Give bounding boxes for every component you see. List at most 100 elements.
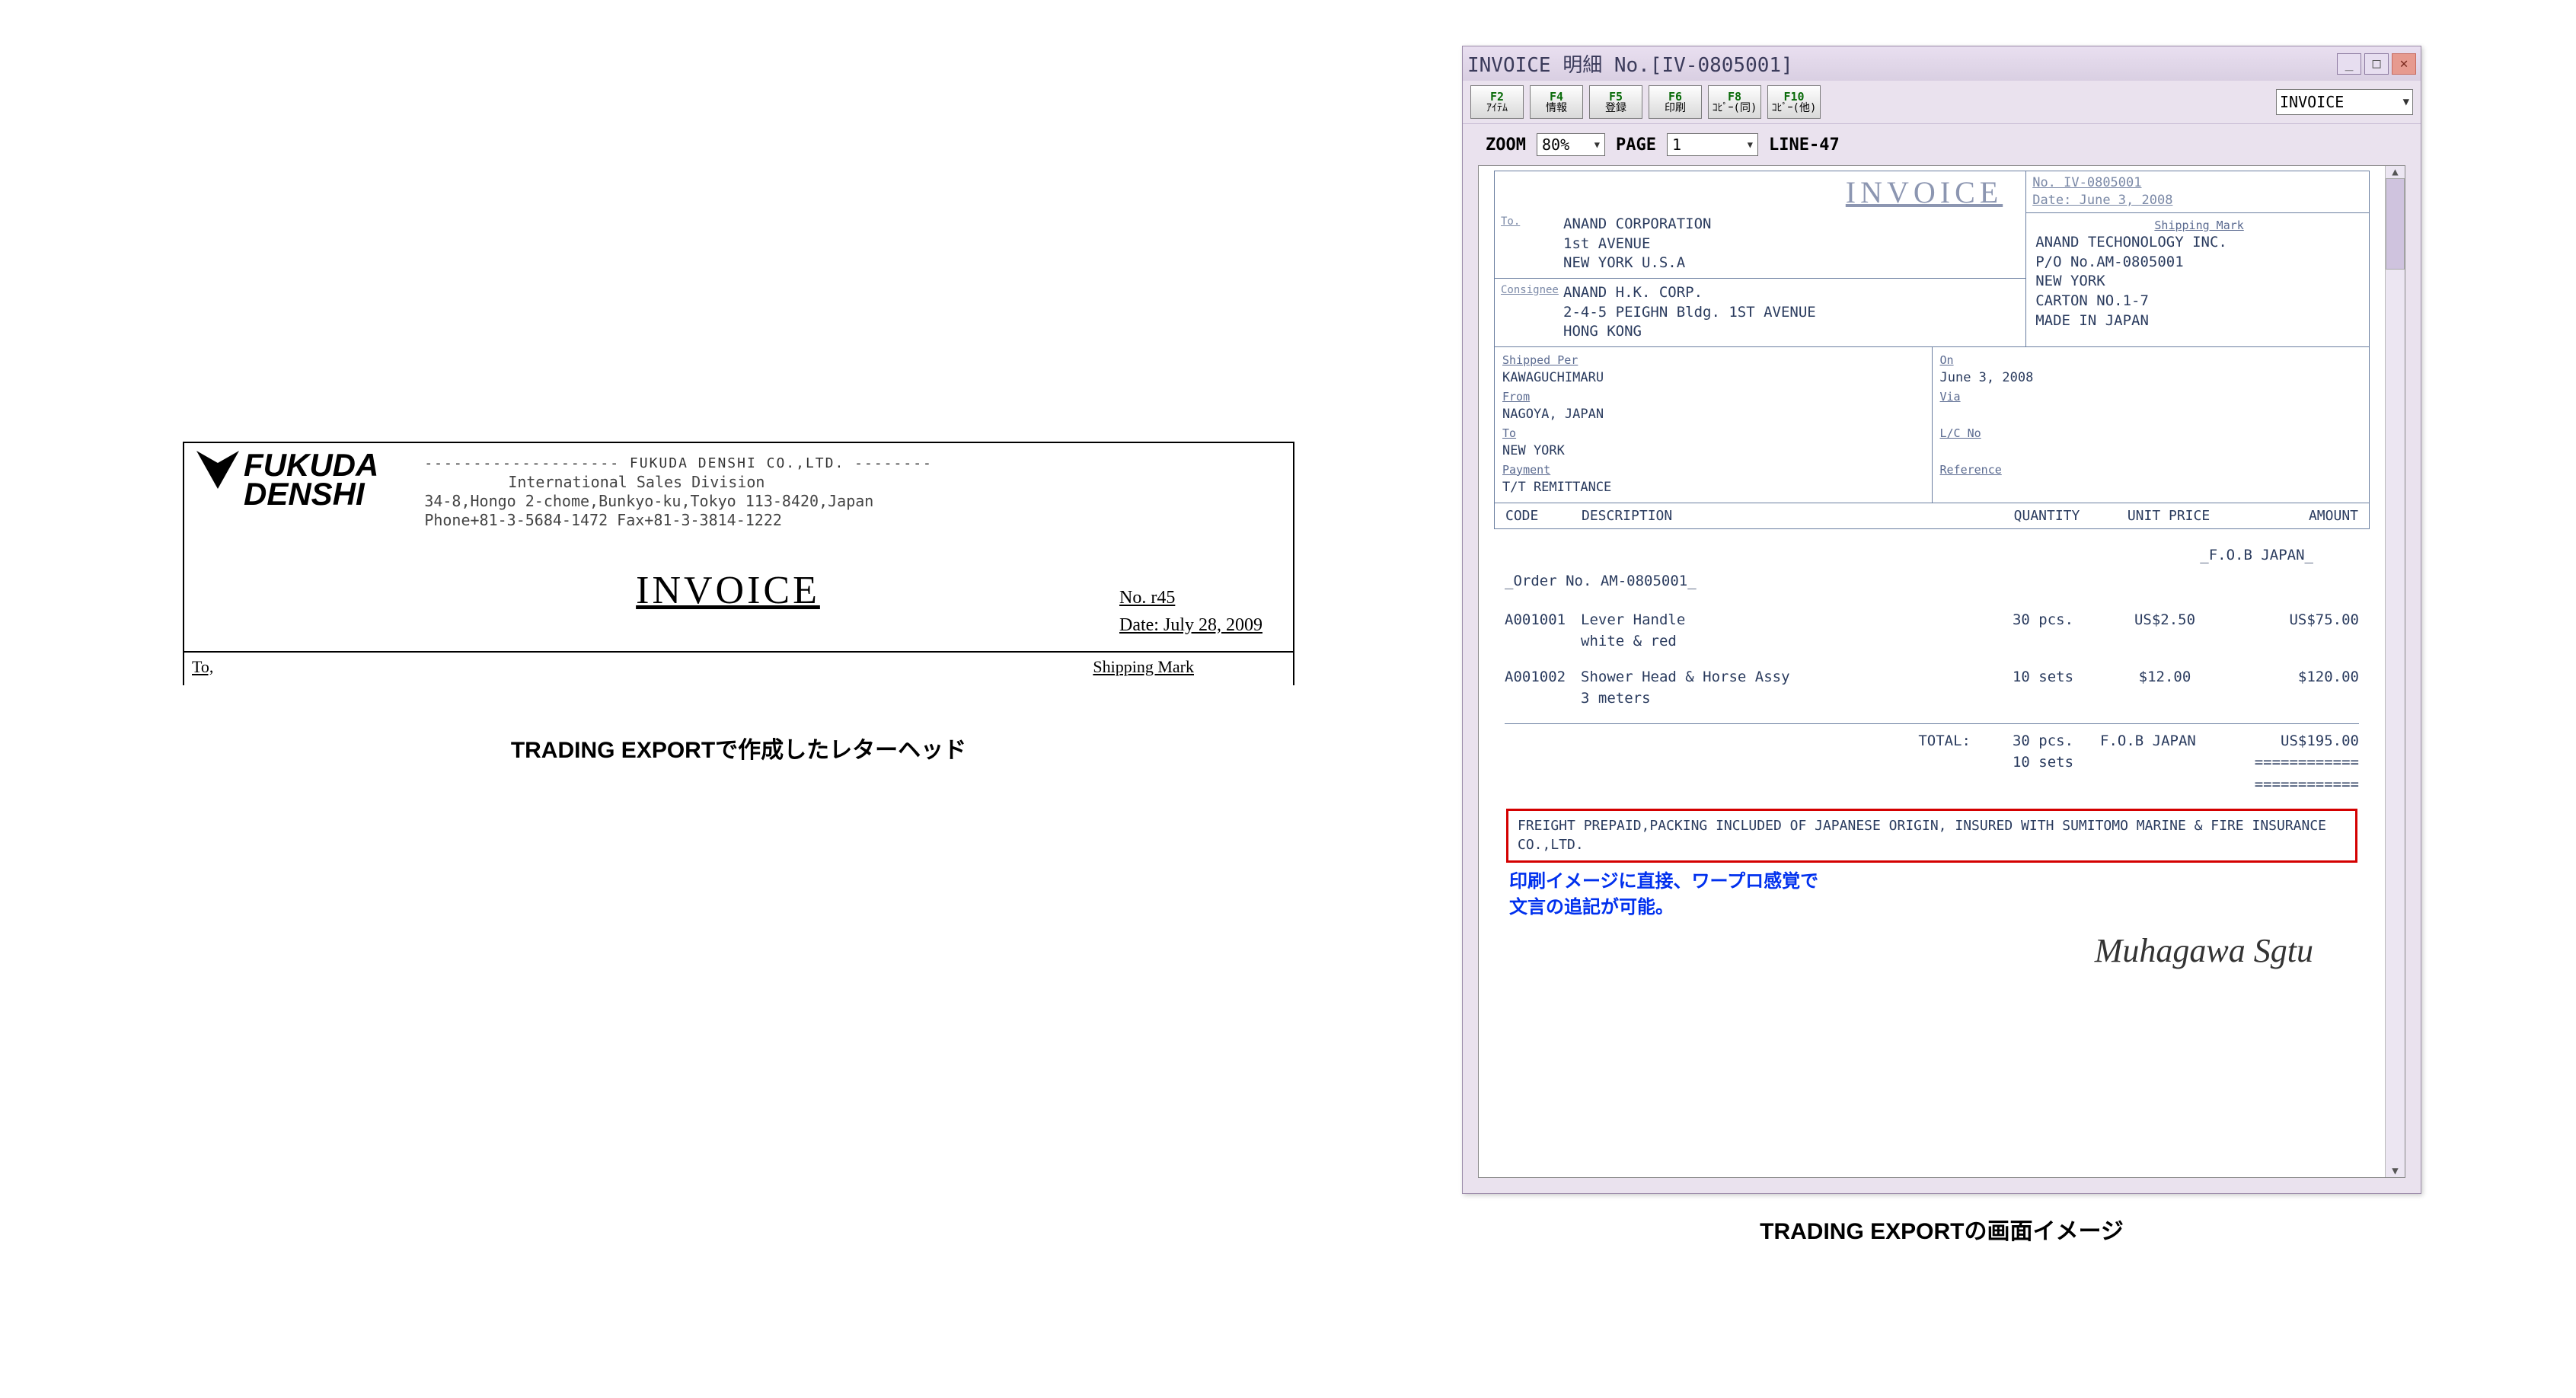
inv-cons-3: HONG KONG <box>1563 322 2019 342</box>
r1-code: A001002 <box>1505 666 1581 710</box>
page-value: 1 <box>1672 136 1681 154</box>
to2-value: NEW YORK <box>1502 442 1924 461</box>
lc-label: L/C No <box>1940 425 2362 442</box>
inv-sm-2: P/O No.AM-0805001 <box>2035 253 2363 273</box>
company-info: -------------------- FUKUDA DENSHI CO.,L… <box>424 451 1281 530</box>
logo-triangle-icon <box>196 451 239 489</box>
window-titlebar[interactable]: INVOICE 明細 No.[IV-0805001] _ □ ✕ <box>1463 46 2421 81</box>
letterhead-panel: FUKUDA DENSHI -------------------- FUKUD… <box>183 442 1294 764</box>
r1-amt: $120.00 <box>2230 666 2359 710</box>
address: 34-8,Hongo 2-chome,Bunkyo-ku,Tokyo 113-8… <box>424 492 1281 511</box>
from-value: NAGOYA, JAPAN <box>1502 405 1924 425</box>
total-term: F.O.B JAPAN <box>2100 730 2230 796</box>
eq1: ============ <box>2230 752 2359 774</box>
inv-cons-label: Consignee <box>1501 283 1559 298</box>
toolbar: F2ｱｲﾃﾑ F4情報 F5登録 F6印刷 F8ｺﾋﾟｰ(同) F10ｺﾋﾟｰ(… <box>1463 81 2421 124</box>
total-row: TOTAL: 30 pcs.10 sets F.O.B JAPAN US$195… <box>1505 723 2359 796</box>
app-window: INVOICE 明細 No.[IV-0805001] _ □ ✕ F2ｱｲﾃﾑ … <box>1462 46 2421 1194</box>
fob-term: _F.O.B JAPAN_ <box>1505 544 2359 567</box>
scroll-thumb[interactable] <box>2386 178 2405 270</box>
inv-shipmark-label: Shipping Mark <box>2035 218 2363 233</box>
inv-meta-date: Date: June 3, 2008 <box>2032 192 2363 209</box>
division: International Sales Division <box>424 473 1281 492</box>
table-body: _F.O.B JAPAN_ _Order No. AM-0805001_ A00… <box>1494 529 2370 984</box>
line-label: LINE-47 <box>1769 136 1840 155</box>
th-code: CODE <box>1501 508 1577 524</box>
r1-desc2: 3 meters <box>1581 688 1986 710</box>
shipping-mark-label: Shipping Mark <box>1093 657 1194 677</box>
tq1: 30 pcs. <box>1986 730 2100 752</box>
th-qty: QUANTITY <box>1990 508 2104 524</box>
right-caption: TRADING EXPORTの画面イメージ <box>1462 1212 2421 1246</box>
invoice-no: No. r45 <box>1119 584 1262 611</box>
inv-cons-1: ANAND H.K. CORP. <box>1563 283 2019 303</box>
document-type-select[interactable]: INVOICE <box>2276 89 2413 115</box>
total-label: TOTAL: <box>1581 730 1986 796</box>
left-caption: TRADING EXPORTで作成したレターヘッド <box>183 731 1294 764</box>
to-label: To, <box>192 657 213 677</box>
table-row: A001001 Lever Handlewhite & red 30 pcs. … <box>1505 609 2359 653</box>
r1-qty: 10 sets <box>1986 666 2100 710</box>
dash-right: -------- <box>854 455 933 471</box>
close-button[interactable]: ✕ <box>2392 53 2416 75</box>
logo-text-2: DENSHI <box>244 480 378 509</box>
app-window-panel: INVOICE 明細 No.[IV-0805001] _ □ ✕ F2ｱｲﾃﾑ … <box>1462 46 2421 1246</box>
blue-1: 印刷イメージに直接、ワープロ感覚で <box>1509 869 2354 895</box>
invoice-date: Date: July 28, 2009 <box>1119 611 1262 639</box>
th-desc: DESCRIPTION <box>1577 508 1990 524</box>
toolbar-btn-save[interactable]: F5登録 <box>1589 85 1642 119</box>
inv-sm-3: NEW YORK <box>2035 272 2363 292</box>
minimize-button[interactable]: _ <box>2337 53 2361 75</box>
inv-to-3: NEW YORK U.S.A <box>1563 254 2019 273</box>
payment-value: T/T REMITTANCE <box>1502 478 1924 498</box>
toolbar-btn-info[interactable]: F4情報 <box>1530 85 1583 119</box>
th-amt: AMOUNT <box>2233 508 2363 524</box>
order-no: _Order No. AM-0805001_ <box>1505 570 2359 592</box>
page-label: PAGE <box>1616 136 1656 155</box>
r1-desc1: Shower Head & Horse Assy <box>1581 666 1986 688</box>
scroll-up-icon[interactable]: ▲ <box>2392 166 2398 178</box>
vertical-scrollbar[interactable]: ▲ ▼ <box>2385 166 2405 1177</box>
scroll-down-icon[interactable]: ▼ <box>2392 1165 2398 1177</box>
table-header: CODE DESCRIPTION QUANTITY UNIT PRICE AMO… <box>1494 503 2370 529</box>
r0-code: A001001 <box>1505 609 1581 653</box>
r0-up: US$2.50 <box>2100 609 2230 653</box>
company-name: FUKUDA DENSHI CO.,LTD. <box>630 455 844 471</box>
page-select[interactable]: 1 <box>1667 133 1758 156</box>
shipper-value: KAWAGUCHIMARU <box>1502 369 1924 388</box>
signature: Muhagawa Sgtu <box>1505 926 2359 976</box>
via-label: Via <box>1940 388 2362 406</box>
ship-detail-left: Shipped Per KAWAGUCHIMARU From NAGOYA, J… <box>1495 347 1932 503</box>
zoom-bar: ZOOM 80% PAGE 1 LINE-47 <box>1463 124 2421 161</box>
inv-sm-5: MADE IN JAPAN <box>2035 311 2363 331</box>
company-logo: FUKUDA DENSHI <box>196 451 378 530</box>
toolbar-btn-item[interactable]: F2ｱｲﾃﾑ <box>1470 85 1524 119</box>
ref-label: Reference <box>1940 461 2362 479</box>
inv-to-1: ANAND CORPORATION <box>1563 215 2019 235</box>
print-preview: INVOICE To. ANAND CORPORATION 1st AVENUE… <box>1478 165 2405 1178</box>
toolbar-btn-print[interactable]: F6印刷 <box>1649 85 1702 119</box>
on-value: June 3, 2008 <box>1940 369 2362 388</box>
r1-up: $12.00 <box>2100 666 2230 710</box>
tq2: 10 sets <box>1986 752 2100 774</box>
r0-desc1: Lever Handle <box>1581 609 1986 631</box>
from-label: From <box>1502 388 1924 406</box>
toolbar-btn-copy-same[interactable]: F8ｺﾋﾟｰ(同) <box>1708 85 1761 119</box>
r0-desc2: white & red <box>1581 630 1986 653</box>
shipper-label: Shipped Per <box>1502 352 1924 369</box>
dash-left: -------------------- <box>424 455 620 471</box>
on-label: On <box>1940 352 2362 369</box>
inv-sm-4: CARTON NO.1-7 <box>2035 292 2363 311</box>
to2-label: To <box>1502 425 1924 442</box>
zoom-select[interactable]: 80% <box>1537 133 1605 156</box>
inv-cons-2: 2-4-5 PEIGHN Bldg. 1ST AVENUE <box>1563 303 2019 323</box>
toolbar-btn-copy-other[interactable]: F10ｺﾋﾟｰ(他) <box>1767 85 1821 119</box>
invoice-page[interactable]: INVOICE To. ANAND CORPORATION 1st AVENUE… <box>1479 166 2385 1177</box>
inv-to-2: 1st AVENUE <box>1563 235 2019 254</box>
invoice-title: INVOICE <box>636 568 820 613</box>
inv-sm-1: ANAND TECHONOLOGY INC. <box>2035 233 2363 253</box>
th-up: UNIT PRICE <box>2104 508 2233 524</box>
maximize-button[interactable]: □ <box>2364 53 2389 75</box>
blue-2: 文言の追記が可能。 <box>1509 895 2354 921</box>
highlight-note[interactable]: FREIGHT PREPAID,PACKING INCLUDED OF JAPA… <box>1506 809 2357 863</box>
